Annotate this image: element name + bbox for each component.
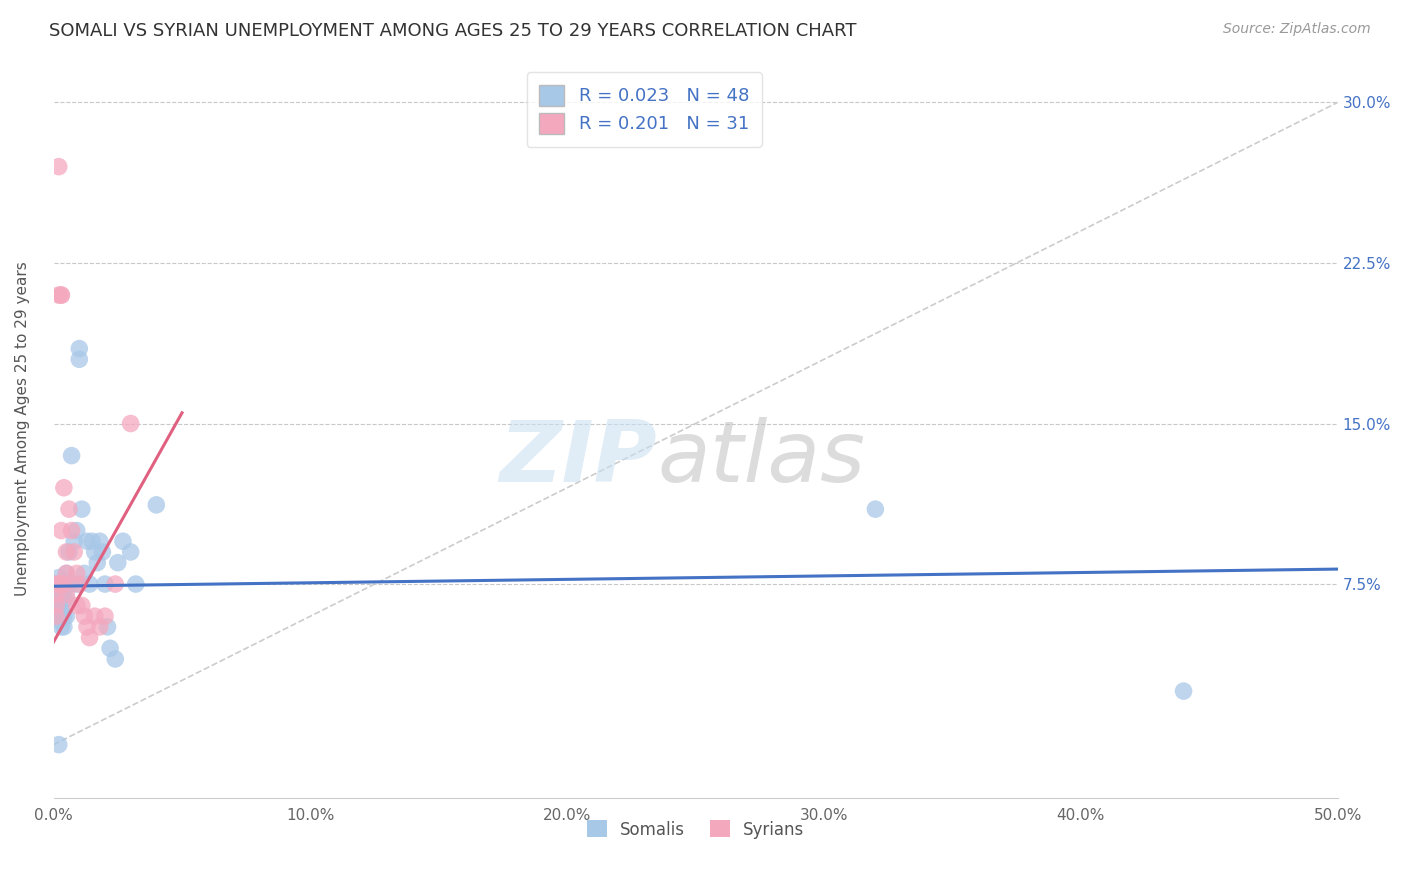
Point: [67, 577, 90, 591]
Point: [45, 592, 67, 607]
Point: [45, 599, 67, 613]
Point: [52, 481, 75, 495]
Point: [58, 502, 80, 516]
Point: [120, 417, 142, 431]
Point: [45, 577, 67, 591]
Point: [1173, 684, 1195, 698]
Point: [63, 545, 86, 559]
Point: [48, 288, 70, 302]
Point: [51, 620, 73, 634]
Point: [52, 620, 75, 634]
Point: [66, 524, 89, 538]
Point: [45, 605, 67, 619]
Point: [70, 502, 93, 516]
Point: [96, 620, 118, 634]
Point: [145, 498, 167, 512]
Point: [94, 609, 117, 624]
Point: [82, 534, 104, 549]
Point: [55, 545, 77, 559]
Point: [104, 652, 127, 666]
Point: [48, 577, 70, 591]
Point: [55, 566, 77, 581]
Point: [73, 566, 96, 581]
Point: [111, 534, 134, 549]
Point: [66, 599, 89, 613]
Point: [58, 577, 80, 591]
Point: [55, 588, 77, 602]
Point: [48, 571, 70, 585]
Point: [55, 609, 77, 624]
Point: [48, 614, 70, 628]
Point: [83, 609, 105, 624]
Point: [51, 288, 73, 302]
Point: [86, 556, 108, 570]
Point: [91, 545, 114, 559]
Point: [58, 545, 80, 559]
Point: [45, 588, 67, 602]
Point: [55, 579, 77, 593]
Point: [76, 534, 98, 549]
Point: [51, 577, 73, 591]
Point: [70, 599, 93, 613]
Point: [865, 502, 887, 516]
Point: [67, 342, 90, 356]
Point: [51, 524, 73, 538]
Point: [66, 577, 89, 591]
Point: [48, 583, 70, 598]
Point: [51, 288, 73, 302]
Point: [60, 524, 83, 538]
Point: [76, 620, 98, 634]
Point: [52, 609, 75, 624]
Text: ZIP: ZIP: [499, 417, 657, 500]
Point: [66, 566, 89, 581]
Point: [67, 352, 90, 367]
Point: [73, 609, 96, 624]
Point: [52, 577, 75, 591]
Point: [125, 577, 148, 591]
Point: [79, 631, 101, 645]
Point: [52, 577, 75, 591]
Text: SOMALI VS SYRIAN UNEMPLOYMENT AMONG AGES 25 TO 29 YEARS CORRELATION CHART: SOMALI VS SYRIAN UNEMPLOYMENT AMONG AGES…: [49, 22, 856, 40]
Text: Source: ZipAtlas.com: Source: ZipAtlas.com: [1223, 22, 1371, 37]
Point: [107, 556, 129, 570]
Point: [48, 599, 70, 613]
Point: [89, 534, 111, 549]
Point: [98, 641, 121, 656]
Point: [104, 577, 127, 591]
Point: [60, 577, 83, 591]
Point: [79, 577, 101, 591]
Point: [48, 738, 70, 752]
Point: [45, 577, 67, 591]
Text: atlas: atlas: [657, 417, 865, 500]
Point: [51, 588, 73, 602]
Point: [55, 592, 77, 607]
Point: [45, 609, 67, 624]
Y-axis label: Unemployment Among Ages 25 to 29 years: Unemployment Among Ages 25 to 29 years: [15, 261, 30, 596]
Point: [48, 160, 70, 174]
Legend: Somalis, Syrians: Somalis, Syrians: [581, 814, 811, 846]
Point: [60, 449, 83, 463]
Point: [94, 577, 117, 591]
Point: [55, 566, 77, 581]
Point: [52, 592, 75, 607]
Point: [89, 620, 111, 634]
Point: [83, 545, 105, 559]
Point: [120, 545, 142, 559]
Point: [51, 603, 73, 617]
Point: [63, 534, 86, 549]
